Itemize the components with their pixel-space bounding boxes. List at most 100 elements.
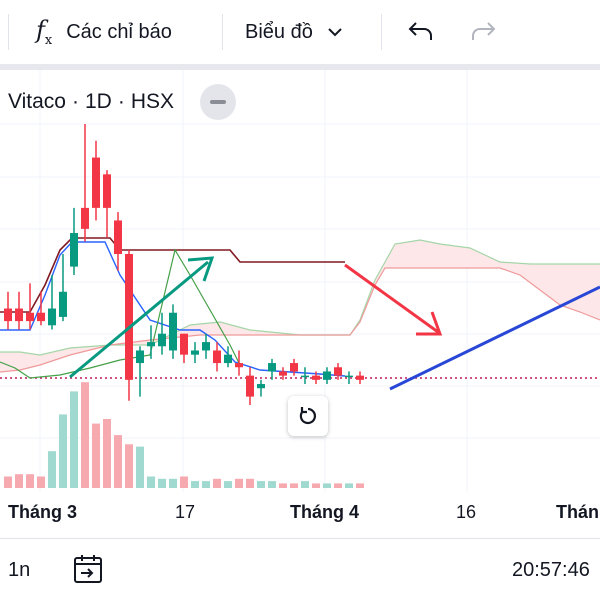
volume-bar (224, 481, 232, 488)
volume-bar (213, 478, 221, 488)
drawings (69, 256, 600, 391)
candle-body (246, 375, 254, 397)
candle-body (147, 342, 155, 347)
candle-body (59, 291, 67, 317)
trend-arrow-up (69, 260, 209, 379)
lagging-span (0, 248, 241, 379)
price-chart[interactable] (0, 70, 600, 540)
top-toolbar: fx Các chỉ báo Biểu đồ (0, 0, 600, 70)
volume-bar (334, 483, 342, 488)
chevron-down-icon (328, 28, 342, 37)
redo-button[interactable] (470, 0, 498, 64)
candle-body (180, 333, 188, 355)
legend-separator: · (72, 90, 79, 113)
time-axis-label: Thán (556, 502, 599, 522)
bottom-bar: 1n 20:57:46 (0, 538, 600, 601)
candle-body (257, 384, 265, 389)
volume-bar (257, 481, 265, 488)
candle-body (235, 363, 243, 368)
candle-body (48, 308, 56, 326)
volume-bar (356, 483, 364, 488)
time-axis-label: 16 (456, 502, 477, 522)
chart-type-button[interactable]: Biểu đồ (245, 0, 343, 64)
candle-body (213, 350, 221, 364)
candle-body (279, 371, 287, 376)
cloud-fill (0, 240, 600, 372)
candle-body (15, 308, 23, 322)
volume-bars (4, 382, 364, 488)
calendar-arrow-icon (74, 555, 102, 583)
reset-chart-button[interactable] (288, 396, 328, 436)
volume-bar (92, 423, 100, 488)
candle-body (4, 308, 12, 322)
collapse-legend-button[interactable] (200, 84, 237, 120)
volume-bar (279, 483, 287, 488)
candle-body (312, 375, 320, 380)
volume-bar (15, 474, 23, 488)
clock-readout: 20:57:46 (512, 559, 590, 581)
candle-body (290, 363, 298, 372)
volume-bar (290, 483, 298, 488)
candle-body (169, 312, 177, 351)
volume-bar (81, 382, 89, 488)
volume-bar (147, 476, 155, 488)
volume-bar (48, 451, 56, 488)
volume-bar (26, 474, 34, 488)
volume-bar (345, 483, 353, 488)
chart-legend: Vitaco · 1D · HSX (8, 84, 237, 120)
candle-body (103, 174, 111, 208)
legend-symbol: Vitaco (8, 90, 66, 113)
candle-body (92, 157, 100, 208)
volume-bar (268, 481, 276, 488)
candlesticks (4, 124, 364, 405)
volume-bar (235, 478, 243, 488)
volume-bar (103, 419, 111, 488)
undo-icon (408, 22, 432, 40)
goto-date-button[interactable] (72, 553, 106, 590)
candle-body (136, 350, 144, 364)
legend-exchange: HSX (130, 90, 175, 113)
candle-body (323, 371, 331, 380)
arrow-head-icon (187, 256, 215, 282)
candle-body (37, 312, 45, 322)
minus-icon (210, 100, 227, 104)
candle-body (202, 342, 210, 351)
indicators-button[interactable]: fx Các chỉ báo (36, 0, 172, 64)
candle-body (301, 375, 309, 378)
candle-body (81, 207, 89, 229)
candle-body (158, 333, 166, 347)
candle-body (114, 220, 122, 255)
time-axis-label: Tháng 3 (8, 502, 78, 522)
redo-icon (472, 22, 496, 40)
volume-bar (180, 476, 188, 488)
candle-body (356, 375, 364, 380)
undo-button[interactable] (406, 0, 434, 64)
volume-bar (37, 476, 45, 488)
legend-separator: · (117, 90, 125, 113)
time-axis-label: 17 (175, 502, 196, 522)
candle-body (224, 354, 232, 364)
leading-span-b (0, 267, 600, 373)
toolbar-separator (381, 14, 382, 50)
toolbar-separator (8, 14, 9, 50)
volume-bar (301, 481, 309, 488)
volume-bar (323, 483, 331, 488)
candle-body (125, 254, 133, 380)
volume-bar (114, 435, 122, 488)
base-line (0, 237, 345, 313)
volume-bar (312, 483, 320, 488)
candle-body (345, 375, 353, 378)
candle-body (191, 350, 199, 355)
volume-bar (4, 476, 12, 488)
volume-bar (246, 478, 254, 488)
leading-span-a (0, 239, 600, 356)
volume-bar (202, 481, 210, 488)
volume-bar (70, 391, 78, 488)
candle-body (70, 233, 78, 267)
candle-body (26, 312, 34, 322)
volume-bar (59, 414, 67, 488)
range-button[interactable]: 1n (8, 559, 31, 581)
indicators-label: Các chỉ báo (66, 20, 172, 43)
ichimoku-cloud (0, 239, 600, 379)
volume-bar (169, 478, 177, 488)
